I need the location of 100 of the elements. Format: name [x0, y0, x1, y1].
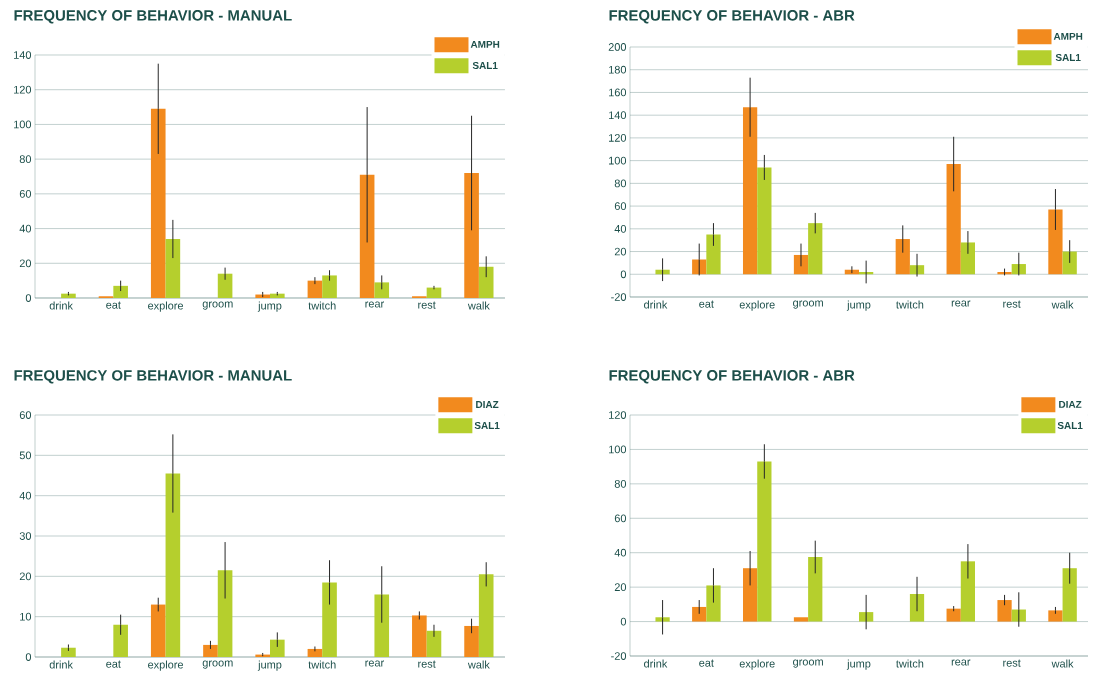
x-tick-label: twitch: [308, 660, 336, 669]
x-tick-label: explore: [148, 301, 184, 312]
x-tick-label: eat: [106, 301, 121, 309]
y-tick-label: 50: [19, 451, 32, 460]
x-tick-label: walk: [1051, 659, 1074, 668]
x-tick-label: rest: [418, 660, 436, 668]
chart-title: FREQUENCY OF BEHAVIOR - MANUAL: [14, 10, 292, 24]
y-tick-label: 120: [609, 411, 627, 419]
y-tick-label: 60: [614, 202, 627, 210]
y-tick-label: 180: [609, 65, 627, 74]
y-tick-label: 40: [614, 224, 627, 233]
legend-label: SAL1: [1057, 421, 1083, 429]
y-tick-label: -20: [611, 652, 627, 660]
x-tick-label: eat: [699, 659, 714, 667]
y-tick-label: 20: [614, 583, 627, 592]
y-tick-label: 40: [19, 224, 32, 233]
y-tick-label: 80: [614, 479, 627, 488]
x-tick-label: explore: [739, 659, 775, 670]
y-tick-label: 100: [14, 120, 32, 129]
y-tick-label: 160: [609, 88, 627, 97]
y-tick-label: -20: [611, 293, 627, 301]
legend-label: AMPH: [1053, 33, 1083, 40]
bar: [165, 473, 181, 657]
x-tick-label: twitch: [896, 300, 924, 309]
bar: [757, 167, 772, 275]
x-tick-label: rear: [951, 659, 971, 666]
x-tick-label: jump: [257, 301, 282, 312]
bar: [203, 644, 218, 657]
bar: [960, 561, 976, 622]
y-tick-label: 0: [620, 617, 627, 626]
bar: [426, 287, 442, 298]
legend-label: SAL1: [474, 421, 500, 429]
y-tick-label: 0: [620, 270, 627, 279]
x-tick-label: groom: [793, 659, 823, 668]
x-tick-label: walk: [467, 660, 490, 669]
legend-label: AMPH: [470, 41, 500, 48]
x-tick-label: walk: [467, 301, 490, 310]
bar: [270, 293, 285, 298]
bar: [270, 639, 285, 657]
x-tick-label: groom: [202, 301, 233, 310]
bar: [692, 606, 707, 622]
bar: [464, 625, 479, 657]
bar: [478, 574, 494, 657]
bar: [1048, 610, 1063, 622]
x-tick-label: rest: [1003, 300, 1021, 308]
bar: [374, 282, 390, 298]
x-tick-label: drink: [644, 659, 668, 668]
bar: [1011, 609, 1026, 622]
x-tick-label: rear: [365, 660, 384, 667]
legend-label: SAL1: [1055, 53, 1081, 61]
bar: [960, 242, 976, 275]
bar: [478, 266, 494, 298]
x-tick-label: drink: [644, 300, 668, 309]
y-tick-label: 60: [19, 189, 32, 198]
x-tick-label: drink: [49, 660, 73, 669]
bar: [706, 234, 721, 275]
bar: [113, 624, 128, 657]
bar: [150, 108, 166, 298]
bar: [412, 615, 427, 657]
y-tick-label: 0: [25, 653, 32, 661]
bar: [165, 238, 181, 298]
bar: [742, 568, 758, 622]
y-tick-label: 40: [19, 491, 32, 500]
x-tick-label: groom: [793, 300, 823, 309]
bar: [307, 280, 323, 298]
y-tick-label: 140: [609, 111, 627, 120]
bar: [322, 582, 337, 657]
y-tick-label: 200: [608, 43, 627, 51]
x-tick-label: jump: [846, 659, 871, 670]
y-tick-label: 120: [14, 85, 32, 94]
y-tick-label: 10: [20, 612, 32, 621]
y-tick-label: 20: [19, 572, 32, 581]
bar: [150, 604, 166, 657]
bar: [655, 617, 670, 622]
x-tick-label: eat: [699, 300, 714, 308]
y-tick-label: 80: [614, 179, 627, 188]
y-tick-label: 20: [19, 259, 32, 268]
bar: [426, 630, 442, 657]
bar: [793, 617, 809, 622]
bar: [1062, 251, 1077, 275]
y-tick-label: 40: [614, 548, 627, 557]
x-tick-label: twitch: [896, 659, 924, 668]
y-tick-label: 60: [19, 411, 32, 419]
bar: [742, 107, 758, 275]
bar: [61, 293, 76, 298]
y-tick-label: 20: [614, 247, 627, 256]
y-tick-label: 80: [19, 155, 32, 164]
x-tick-label: rest: [418, 301, 436, 309]
y-tick-label: 30: [19, 532, 32, 540]
bar: [706, 585, 721, 622]
x-tick-label: rest: [1003, 659, 1021, 667]
legend-label: DIAZ: [1059, 401, 1082, 408]
y-tick-label: 60: [614, 514, 627, 523]
bar: [113, 285, 128, 298]
chart-title: FREQUENCY OF BEHAVIOR - ABR: [609, 10, 855, 24]
y-tick-label: 0: [25, 294, 32, 302]
bar: [374, 594, 390, 657]
chart-title: FREQUENCY OF BEHAVIOR - MANUAL: [14, 370, 292, 384]
y-tick-label: 140: [14, 51, 32, 59]
x-tick-label: groom: [202, 660, 233, 669]
